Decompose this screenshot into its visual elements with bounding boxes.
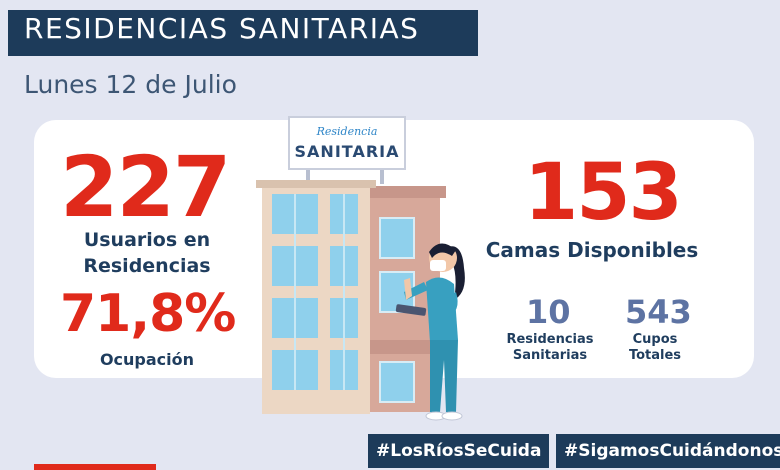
usuarios-label-line1: Usuarios en xyxy=(83,229,211,251)
residencia-sign: Residencia SANITARIA xyxy=(288,116,406,170)
residencias-label-line1: Residencias xyxy=(506,332,594,347)
sign-main-text: SANITARIA xyxy=(294,142,400,161)
usuarios-label-line2: Residencias xyxy=(83,255,211,277)
residencias-value: 10 xyxy=(526,293,571,331)
camas-label: Camas Disponibles xyxy=(485,238,699,262)
page-title: RESIDENCIAS SANITARIAS xyxy=(24,12,420,45)
ocupacion-value: 71,8% xyxy=(60,284,236,344)
red-accent-line xyxy=(34,464,156,470)
camas-value: 153 xyxy=(524,148,683,238)
residencias-label-line2: Sanitarias xyxy=(512,348,588,363)
sign-script-text: Residencia xyxy=(316,125,378,138)
hashtag-los-rios: #LosRíosSeCuida xyxy=(368,434,550,468)
date-label: Lunes 12 de Julio xyxy=(24,70,237,99)
title-bar xyxy=(8,10,478,56)
usuarios-value: 227 xyxy=(60,138,231,236)
cupos-label-line1: Cupos xyxy=(632,332,678,347)
ocupacion-label: Ocupación xyxy=(99,350,195,369)
hashtag-sigamos: #SigamosCuidándonos xyxy=(556,434,780,468)
cupos-value: 543 xyxy=(625,293,692,331)
cupos-label-line2: Totales xyxy=(628,348,682,363)
